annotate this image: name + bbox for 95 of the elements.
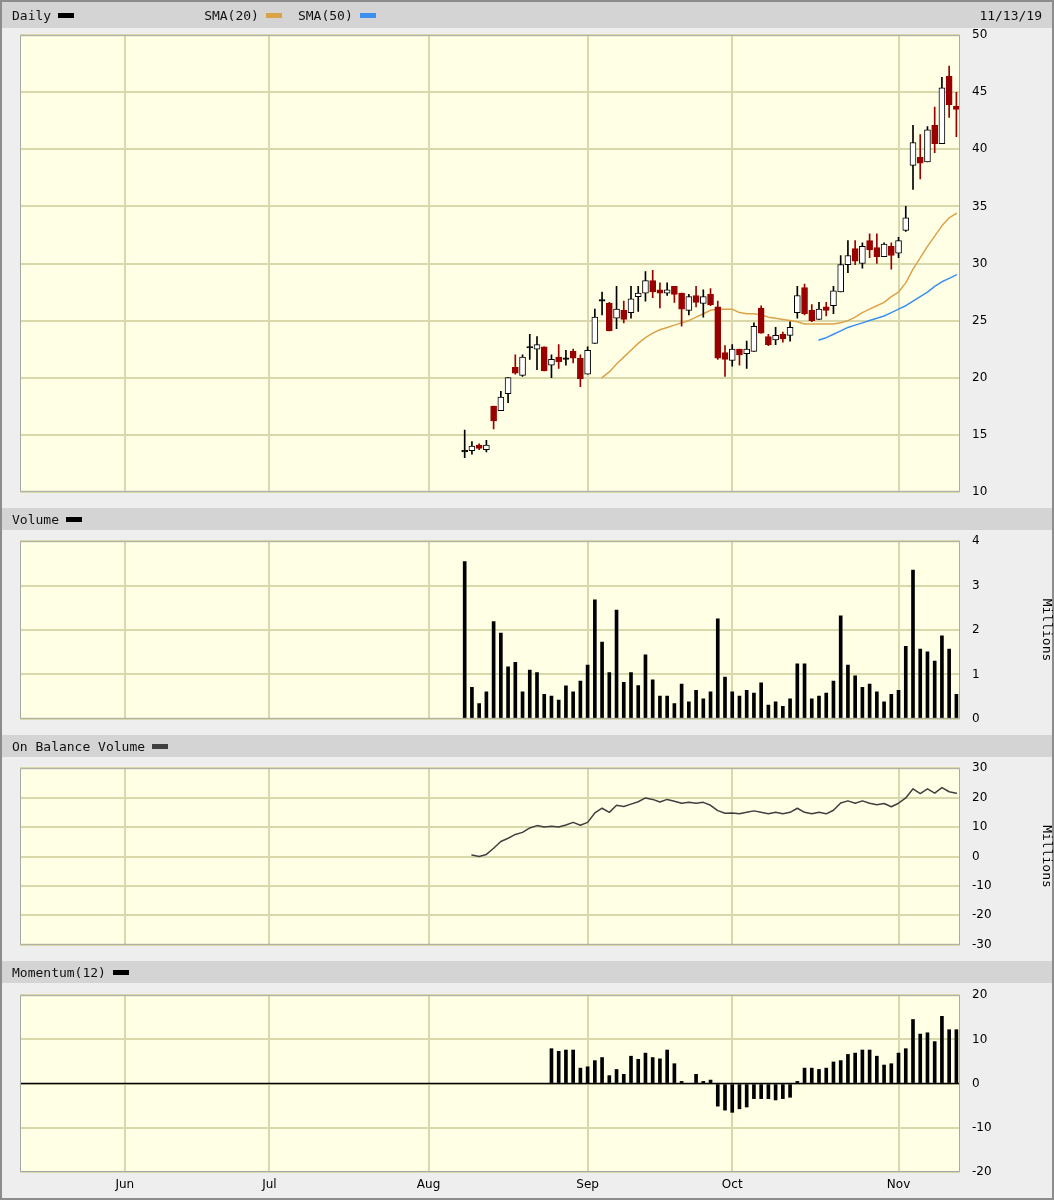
bar [571, 691, 575, 719]
bar [788, 698, 792, 719]
bar [665, 695, 669, 719]
y-tick-label: 30 [972, 255, 988, 270]
y-axis-title: Millions [1039, 598, 1054, 662]
bar [694, 690, 698, 719]
y-tick-label: 10 [972, 819, 988, 834]
bar [593, 599, 597, 719]
x-tick-label: Jul [261, 1177, 277, 1192]
y-tick-label: 30 [972, 760, 988, 775]
bar [795, 663, 800, 719]
bar [499, 632, 503, 719]
bar [723, 676, 727, 719]
bar [607, 672, 612, 719]
candlestick [598, 291, 606, 316]
bar [629, 672, 633, 719]
candlestick [634, 286, 642, 312]
bar [715, 618, 720, 719]
bar [817, 695, 821, 719]
x-tick-label: Sep [576, 1177, 599, 1192]
bar [477, 703, 481, 719]
legend-label: Volume [12, 511, 59, 527]
bar [542, 694, 547, 719]
candlestick [916, 134, 924, 180]
bar [846, 664, 850, 719]
bar [752, 692, 756, 719]
legend-label: Daily [12, 7, 52, 23]
y-tick-label: 35 [972, 198, 988, 213]
bar [809, 698, 814, 719]
bar [506, 666, 510, 719]
y-tick-label: -30 [972, 936, 992, 951]
x-tick-label: Oct [721, 1177, 743, 1192]
bar [838, 615, 843, 719]
y-tick-label: -20 [972, 907, 992, 922]
bar [759, 682, 763, 719]
y-tick-label: 45 [972, 84, 988, 99]
y-tick-label: 4 [972, 533, 980, 548]
legend-label: SMA(50) [297, 7, 353, 23]
bar [918, 648, 923, 719]
y-tick-label: 20 [972, 789, 988, 804]
bar [940, 635, 944, 719]
bar [564, 685, 568, 719]
bar [621, 682, 626, 719]
bar [882, 701, 886, 719]
bar [470, 686, 474, 719]
candlestick [562, 349, 570, 366]
y-tick-label: 20 [972, 987, 988, 1002]
bar [824, 692, 829, 719]
bar [911, 569, 915, 719]
bar [556, 699, 561, 719]
bar [889, 694, 894, 719]
bar [658, 695, 662, 719]
y-tick-label: 50 [972, 27, 988, 42]
bar [462, 561, 467, 719]
bar [932, 660, 937, 719]
bar [947, 648, 951, 719]
y-tick-label: 2 [972, 622, 980, 637]
y-tick-label: 10 [972, 1031, 988, 1046]
y-tick-label: 1 [972, 666, 980, 681]
bar [650, 679, 655, 719]
y-tick-label: 20 [972, 369, 988, 384]
y-tick-label: 0 [972, 710, 980, 725]
bar [875, 691, 879, 719]
candlestick [555, 344, 563, 369]
bar [600, 641, 604, 719]
legend-label: On Balance Volume [12, 738, 146, 754]
bar [636, 685, 641, 719]
legend-label: Momentum(12) [12, 964, 106, 980]
bar [687, 701, 691, 719]
x-tick-label: Nov [886, 1177, 911, 1192]
y-tick-label: -20 [972, 1164, 992, 1179]
y-tick-label: -10 [972, 878, 992, 893]
x-tick-label: Jun [114, 1177, 135, 1192]
y-tick-label: 25 [972, 312, 988, 327]
bar [903, 646, 908, 719]
bar [701, 698, 706, 719]
bar [513, 662, 518, 719]
bar [535, 672, 539, 719]
y-axis-title: Millions [1039, 825, 1054, 888]
text: 11/13/19 [979, 7, 1042, 23]
y-tick-label: -10 [972, 1119, 992, 1134]
bar [527, 669, 532, 719]
y-tick-label: 3 [972, 577, 980, 592]
bar [853, 675, 857, 719]
y-tick-label: 0 [972, 1075, 980, 1090]
y-tick-label: 0 [972, 848, 980, 863]
candlestick [511, 354, 519, 375]
bar [744, 690, 749, 719]
x-tick-label: Aug [416, 1177, 441, 1192]
legend-label: SMA(20) [204, 7, 259, 23]
bar [730, 691, 735, 719]
y-tick-label: 15 [972, 426, 988, 441]
bar [781, 706, 785, 719]
y-tick-label: 40 [972, 141, 988, 156]
y-tick-label: 10 [972, 483, 988, 498]
